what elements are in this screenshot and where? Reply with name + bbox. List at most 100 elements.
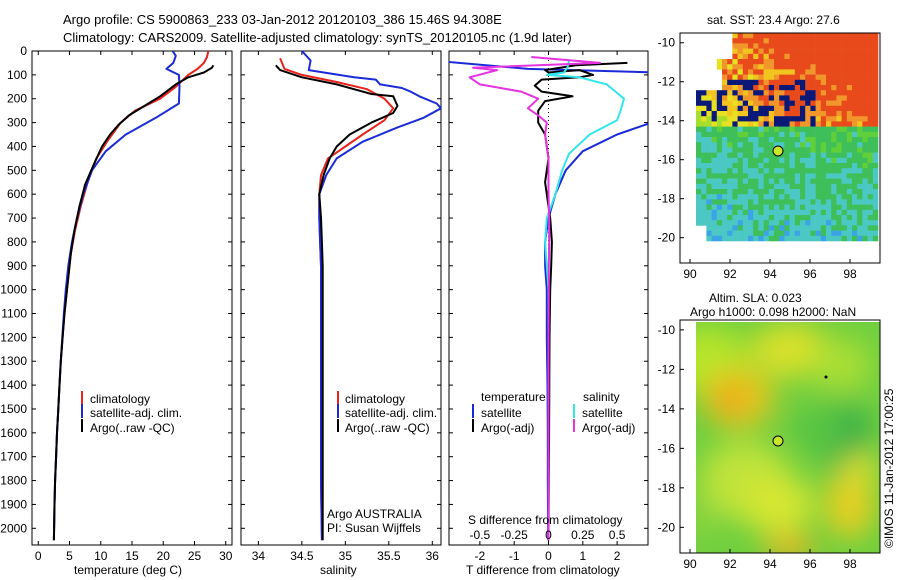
sst-cell (748, 100, 754, 107)
sst-cell (789, 85, 796, 91)
sst-cell (737, 173, 744, 179)
sst-cell (831, 48, 837, 55)
sst-cell (742, 183, 749, 190)
sst-cell (774, 126, 780, 133)
sst-cell (737, 189, 744, 195)
sst-cell (763, 168, 770, 174)
sst-cell (800, 142, 806, 148)
sst-cell (820, 100, 827, 107)
sst-heatmap (696, 33, 879, 242)
sst-cell (862, 204, 868, 211)
sst-cell (696, 194, 702, 200)
sst-cell (737, 116, 744, 122)
sst-cell (742, 100, 749, 107)
sst-cell (696, 121, 702, 127)
sst-cell (841, 168, 848, 174)
sst-cell (763, 178, 770, 185)
legend-t-argo-label: Argo(-adj) (481, 421, 534, 435)
sst-cell (841, 142, 848, 148)
sst-cell (716, 163, 723, 169)
sst-cell (826, 59, 832, 65)
sst-cell (753, 126, 759, 133)
sst-cell (805, 178, 811, 185)
sst-cell (857, 121, 863, 127)
sst-cell (820, 105, 827, 112)
sst-cell (846, 147, 853, 153)
sst-cell (774, 64, 780, 70)
sst-cell (815, 38, 822, 44)
map-y-tick-label: -10 (658, 36, 676, 50)
sst-cell (774, 53, 780, 60)
sst-cell (716, 90, 723, 96)
sst-cell (857, 147, 863, 153)
sst-cell (737, 79, 744, 86)
sst-cell (716, 225, 723, 231)
title-line2: Climatology: CARS2009. Satellite-adjuste… (63, 30, 572, 45)
sst-cell (862, 235, 868, 242)
sst-cell (763, 173, 770, 179)
sst-cell (768, 194, 775, 200)
legend-argo-label: Argo(..raw -QC) (90, 421, 175, 435)
pi-credit: PI: Susan Wijffels (327, 521, 421, 535)
sst-cell (763, 111, 770, 117)
depth-tick-label: 1600 (0, 426, 27, 440)
sst-cell (722, 74, 728, 81)
sst-cell (784, 69, 790, 75)
sst-cell (836, 38, 842, 44)
sst-cell (831, 230, 837, 237)
sst-cell (826, 189, 832, 195)
sst-cell (841, 178, 848, 185)
sst-cell (846, 137, 853, 143)
sst-cell (794, 183, 801, 190)
sst-cell (748, 121, 754, 127)
sst-cell (706, 230, 712, 237)
sst-cell (867, 173, 874, 179)
sst-cell (794, 69, 801, 75)
sst-cell (867, 69, 874, 75)
sst-cell (779, 137, 785, 143)
x-tick-label: 1 (579, 549, 586, 563)
depth-tick-label: 2000 (0, 521, 27, 535)
sst-cell (748, 194, 754, 200)
sla-map-title: Altim. SLA: 0.023 (709, 291, 802, 305)
sst-cell (727, 152, 733, 159)
sst-cell (753, 74, 759, 81)
sst-cell (716, 189, 723, 195)
sst-cell (768, 59, 775, 65)
sst-cell (826, 79, 832, 86)
sst-cell (711, 157, 718, 164)
x-tick-label: 34.5 (290, 549, 314, 563)
sst-cell (774, 194, 780, 200)
sst-cell (862, 116, 868, 122)
sst-cell (722, 215, 728, 221)
sst-cell (716, 199, 723, 205)
sst-cell (836, 152, 842, 159)
sst-cell (732, 85, 738, 91)
sst-cell (779, 79, 785, 86)
sst-cell (696, 215, 702, 221)
depth-tick-label: 1700 (0, 450, 27, 464)
sst-cell (748, 69, 754, 75)
sst-cell (820, 220, 827, 226)
sst-cell (711, 116, 718, 122)
sst-cell (826, 64, 832, 70)
sst-cell (737, 38, 744, 44)
depth-tick-label: 500 (7, 163, 27, 177)
sst-cell (727, 116, 733, 122)
sst-cell (742, 152, 749, 159)
sst-cell (810, 173, 816, 179)
sst-cell (826, 48, 832, 55)
sst-cell (732, 220, 738, 226)
sst-cell (862, 173, 868, 179)
sst-cell (872, 43, 879, 49)
sst-cell (852, 53, 858, 60)
sst-cell (742, 85, 749, 91)
sst-cell (831, 100, 837, 107)
map-y-tick-label: -12 (658, 75, 676, 89)
sst-cell (727, 121, 733, 127)
sst-cell (805, 194, 811, 200)
x-tick-label: 36 (426, 549, 440, 563)
depth-tick-label: 1900 (0, 497, 27, 511)
sst-cell (867, 142, 874, 148)
sst-cell (789, 59, 796, 65)
